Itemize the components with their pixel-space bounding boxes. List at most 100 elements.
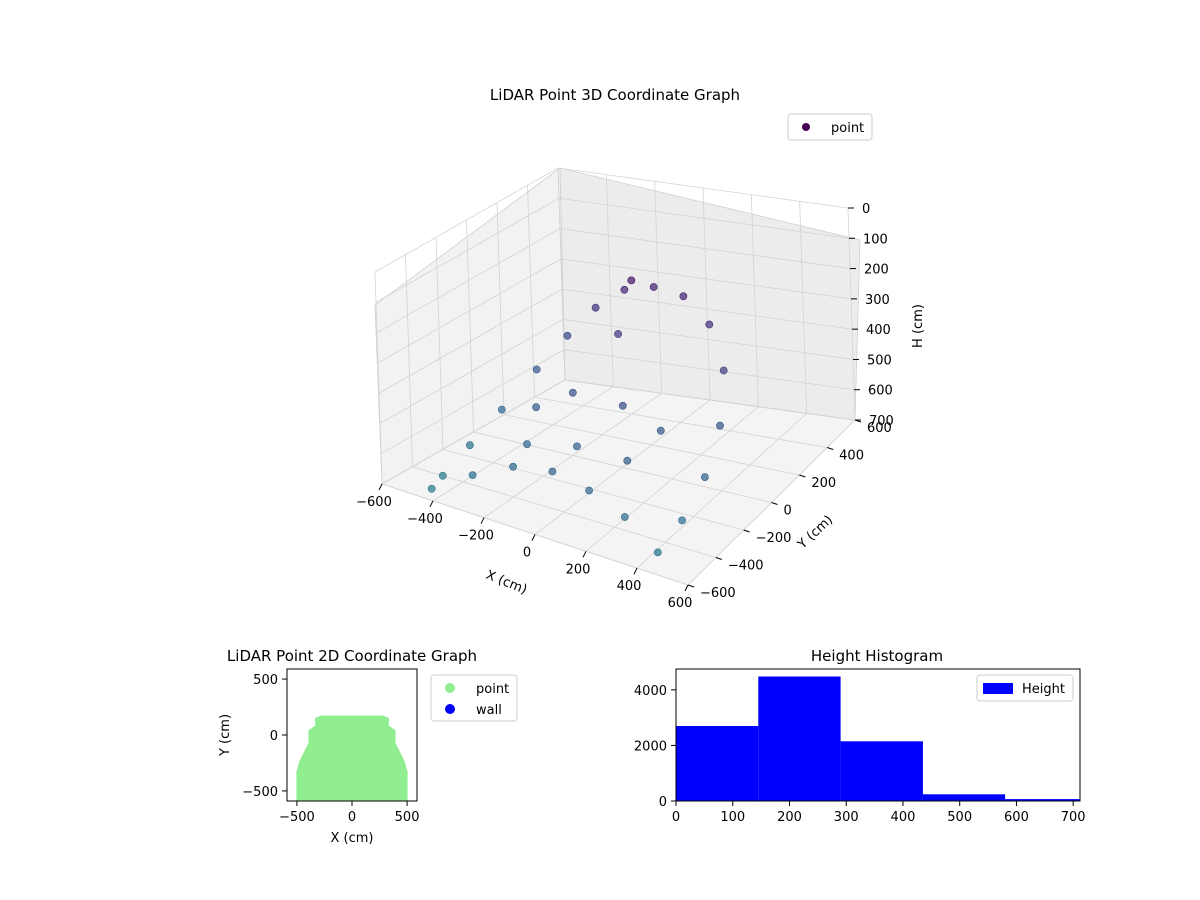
y-tick-label: 500 xyxy=(253,673,278,688)
data-point xyxy=(716,421,724,430)
y-tick-label: −200 xyxy=(756,531,792,546)
z-tick-label: 300 xyxy=(865,293,890,308)
scatter2d-ticks: −500 0 500 −500 0 500 xyxy=(242,673,419,825)
ticks-3d: −600−400−2000200400600−600−400−200020040… xyxy=(356,202,894,611)
x-tick xyxy=(429,500,434,508)
y-tick-label: −400 xyxy=(728,559,764,574)
scatter3d-zlabel: H (cm) xyxy=(911,304,926,348)
histogram-panel: Height Histogram 0 100 200 300 400 500 600 7000… xyxy=(634,647,1086,825)
x-tick-label: 600 xyxy=(668,596,693,611)
data-point xyxy=(614,330,622,338)
y-tick-label: 600 xyxy=(867,421,892,436)
y-tick-label: 0 xyxy=(784,504,792,519)
data-point xyxy=(468,471,477,479)
legend-label-height: Height xyxy=(1022,682,1065,697)
scatter2d-point-cloud xyxy=(296,715,408,802)
histogram-bar xyxy=(676,726,759,801)
histogram-bar xyxy=(840,741,923,801)
x-tick-label: 200 xyxy=(566,562,591,577)
histogram-frame xyxy=(675,668,1081,802)
z-tick-label: 0 xyxy=(862,202,870,217)
grid-line-z xyxy=(379,319,854,424)
legend-label-wall: wall xyxy=(476,703,502,718)
y-tick-label: 2000 xyxy=(634,739,667,754)
data-point xyxy=(523,440,531,449)
y-tick xyxy=(799,474,806,478)
data-point xyxy=(532,365,541,374)
histogram-bar xyxy=(1005,799,1080,801)
scatter3d-ylabel: Y (cm) xyxy=(794,513,836,553)
z-tick-label: 500 xyxy=(867,353,892,368)
x-tick-label: 0 xyxy=(348,810,356,825)
y-tick-label: 4000 xyxy=(634,684,667,699)
data-point xyxy=(656,426,665,435)
data-point xyxy=(618,401,627,410)
x-tick xyxy=(378,483,383,491)
legend-label-point: point xyxy=(476,682,509,697)
data-point xyxy=(649,283,658,291)
x-tick-label: 700 xyxy=(1061,810,1086,825)
data-point xyxy=(568,388,577,397)
histogram-bar xyxy=(758,676,841,801)
scatter3d-panel: LiDAR Point 3D Coordinate Graph −600 −400… xyxy=(356,86,926,611)
grid-line-z xyxy=(381,379,856,485)
x-tick-label: 0 xyxy=(672,810,680,825)
scatter2d-legend: point wall xyxy=(430,674,518,722)
y-tick-label: 0 xyxy=(270,729,278,744)
scatter3d-title: LiDAR Point 3D Coordinate Graph xyxy=(490,86,740,104)
y-tick-label: 200 xyxy=(811,476,836,491)
x-tick xyxy=(531,534,536,541)
x-tick xyxy=(582,551,587,558)
x-tick-label: 300 xyxy=(834,810,859,825)
x-tick-label: 400 xyxy=(617,579,642,594)
x-tick-label: −600 xyxy=(356,495,392,510)
data-point xyxy=(705,320,714,329)
y-tick xyxy=(715,557,722,560)
grid-line-z xyxy=(380,349,855,455)
z-tick-label: 600 xyxy=(868,384,893,399)
legend-patch-height xyxy=(983,683,1013,694)
y-tick-label: −500 xyxy=(242,785,278,800)
scatter3d-xlabel: X (cm) xyxy=(484,568,529,598)
legend-marker-wall xyxy=(445,704,455,714)
x-tick-label: 500 xyxy=(395,810,420,825)
scatter3d-legend: point xyxy=(787,113,873,141)
grid-line-z xyxy=(375,197,850,303)
legend-label-point: point xyxy=(831,121,864,136)
data-point xyxy=(679,292,688,301)
legend-marker-point xyxy=(802,123,810,131)
x-tick xyxy=(633,567,638,575)
y-tick-label: 400 xyxy=(839,449,864,464)
x-tick xyxy=(480,517,485,524)
data-point xyxy=(573,442,581,451)
data-point xyxy=(591,303,600,312)
z-tick-label: 700 xyxy=(869,414,894,429)
x-tick-label: −200 xyxy=(458,529,494,544)
data-point xyxy=(438,471,447,480)
x-tick-label: −400 xyxy=(407,512,443,527)
x-tick-label: 500 xyxy=(947,810,972,825)
x-tick-label: 0 xyxy=(523,546,531,561)
x-tick-label: 200 xyxy=(777,810,802,825)
z-tick-label: 400 xyxy=(866,323,891,338)
data-point xyxy=(620,513,629,521)
scatter2d-ylabel: Y (cm) xyxy=(218,714,233,757)
y-tick-label: −600 xyxy=(700,586,736,601)
histogram-bars xyxy=(676,676,1080,801)
scatter2d-panel: LiDAR Point 2D Coordinate Graph −500 0 500… xyxy=(218,647,518,846)
data-point xyxy=(465,441,474,450)
data-point xyxy=(719,366,728,375)
histogram-legend: Height xyxy=(976,674,1074,702)
legend-box xyxy=(787,113,873,141)
y-tick xyxy=(827,447,834,450)
x-tick xyxy=(684,584,689,592)
y-tick-label: 0 xyxy=(659,795,667,810)
grid-line-z xyxy=(378,288,853,394)
data-point xyxy=(701,473,709,481)
data-point xyxy=(548,467,557,476)
legend-marker-point xyxy=(445,683,455,693)
data-point xyxy=(509,462,517,471)
data-point xyxy=(627,276,636,285)
scatter2d-title: LiDAR Point 2D Coordinate Graph xyxy=(227,647,477,665)
